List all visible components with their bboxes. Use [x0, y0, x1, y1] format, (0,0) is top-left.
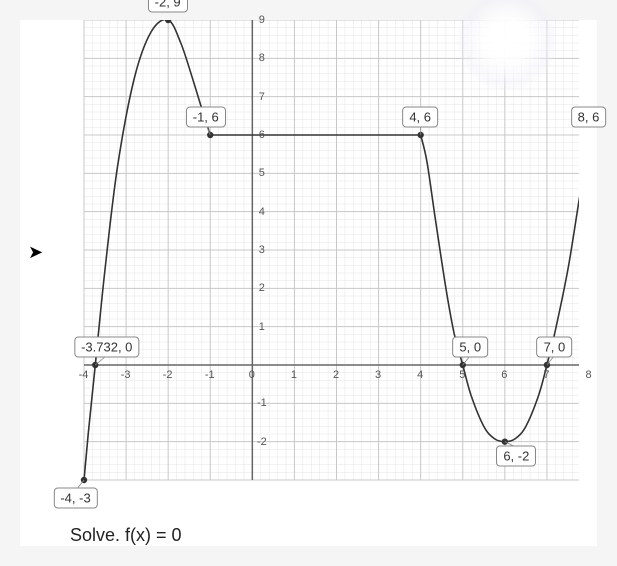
- x-tick-label: 5: [459, 369, 465, 381]
- mouse-cursor-icon: ➤: [28, 242, 43, 263]
- point-label: 4, 6: [402, 107, 438, 128]
- x-tick-label: 4: [417, 369, 423, 381]
- x-tick-label: 3: [375, 369, 381, 381]
- x-tick-label: 8: [585, 369, 591, 381]
- point-label: 8, 6: [571, 107, 607, 128]
- chart-area: -4, -3-3.732, 0-2, 9-1, 64, 65, 06, -27,…: [39, 20, 579, 500]
- x-tick-label: -2: [163, 369, 173, 381]
- y-tick-label: 8: [259, 52, 265, 64]
- y-tick-label: -2: [257, 436, 267, 448]
- x-tick-label: -1: [205, 369, 215, 381]
- x-tick-label: 1: [291, 369, 297, 381]
- x-tick-label: 7: [543, 369, 549, 381]
- point-label: -1, 6: [186, 107, 226, 128]
- y-tick-label: 1: [259, 321, 265, 333]
- x-tick-label: -3: [121, 369, 131, 381]
- point-label: -3.732, 0: [74, 337, 139, 358]
- question-text: Solve. f(x) = 0: [70, 525, 182, 546]
- x-tick-label: 6: [501, 369, 507, 381]
- y-tick-label: 4: [259, 206, 265, 218]
- point-label: 7, 0: [537, 337, 573, 358]
- point-label: -4, -3: [53, 488, 97, 509]
- y-tick-label: 9: [259, 14, 265, 26]
- y-tick-label: 2: [259, 282, 265, 294]
- y-tick-label: 7: [259, 91, 265, 103]
- y-tick-label: 6: [259, 129, 265, 141]
- y-tick-label: -1: [257, 397, 267, 409]
- point-label: 6, -2: [496, 445, 536, 466]
- y-tick-label: 5: [259, 167, 265, 179]
- screenshot-container: ➤ -4, -3-3.732, 0-2, 9-1, 64, 65, 06, -2…: [20, 20, 597, 546]
- y-tick-label: 3: [259, 244, 265, 256]
- x-tick-label: 2: [333, 369, 339, 381]
- x-tick-label: 0: [249, 369, 255, 381]
- point-label: 5, 0: [452, 337, 488, 358]
- point-label: -2, 9: [148, 0, 188, 13]
- x-tick-label: -4: [79, 369, 89, 381]
- chart-svg: [39, 20, 579, 500]
